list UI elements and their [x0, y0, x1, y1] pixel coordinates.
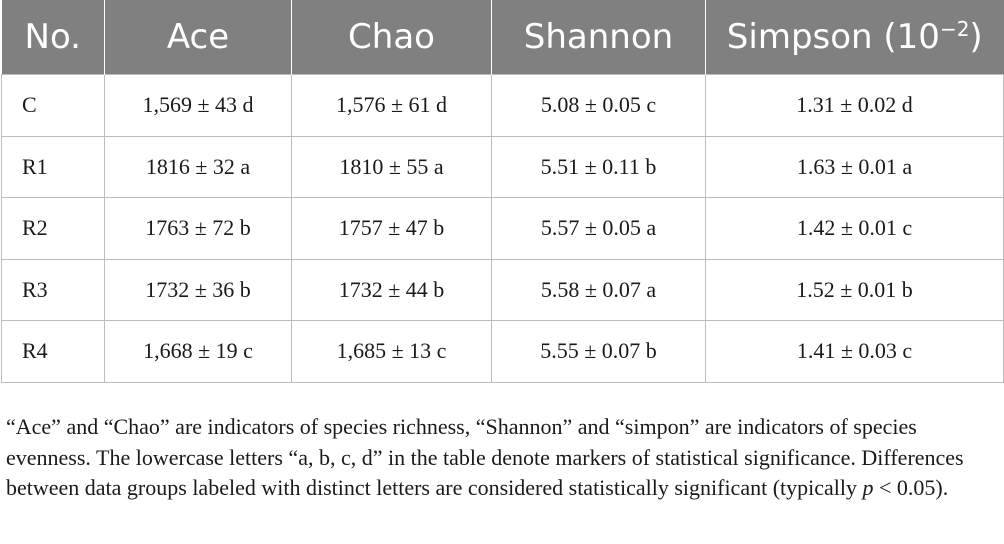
cell-group: C	[1, 74, 105, 137]
cell-chao: 1757 ± 47 b	[291, 197, 492, 260]
cell-ace: 1732 ± 36 b	[104, 258, 292, 321]
header-ace: Ace	[104, 0, 292, 75]
cell-ace: 1,569 ± 43 d	[104, 74, 292, 137]
cell-shannon: 5.51 ± 0.11 b	[491, 135, 706, 198]
header-simpson: Simpson (10−2)	[705, 0, 1004, 75]
table-header-row: No. Ace Chao Shannon Simpson (10−2)	[1, 0, 1004, 75]
cell-simpson: 1.63 ± 0.01 a	[705, 135, 1004, 198]
cell-simpson: 1.42 ± 0.01 c	[705, 197, 1004, 260]
cell-chao: 1,685 ± 13 c	[291, 320, 492, 383]
cell-simpson: 1.41 ± 0.03 c	[705, 320, 1004, 383]
header-no: No.	[1, 0, 105, 75]
table-row: R4 1,668 ± 19 c 1,685 ± 13 c 5.55 ± 0.07…	[1, 320, 1004, 383]
cell-group: R4	[1, 320, 105, 383]
header-chao: Chao	[291, 0, 492, 75]
table-row: R1 1816 ± 32 a 1810 ± 55 a 5.51 ± 0.11 b…	[1, 135, 1004, 198]
header-simpson-close: )	[969, 17, 983, 57]
footnote-text: “Ace” and “Chao” are indicators of speci…	[6, 414, 964, 500]
table-row: C 1,569 ± 43 d 1,576 ± 61 d 5.08 ± 0.05 …	[1, 74, 1004, 137]
cell-ace: 1,668 ± 19 c	[104, 320, 292, 383]
footnote-p-symbol: p	[862, 475, 874, 500]
cell-ace: 1763 ± 72 b	[104, 197, 292, 260]
cell-chao: 1810 ± 55 a	[291, 135, 492, 198]
table-row: R3 1732 ± 36 b 1732 ± 44 b 5.58 ± 0.07 a…	[1, 258, 1004, 321]
cell-shannon: 5.57 ± 0.05 a	[491, 197, 706, 260]
cell-simpson: 1.31 ± 0.02 d	[705, 74, 1004, 137]
data-table: No. Ace Chao Shannon Simpson (10−2) C 1,…	[1, 0, 1004, 383]
cell-chao: 1732 ± 44 b	[291, 258, 492, 321]
cell-shannon: 5.08 ± 0.05 c	[491, 74, 706, 137]
table-footnote: “Ace” and “Chao” are indicators of speci…	[6, 412, 996, 504]
cell-shannon: 5.55 ± 0.07 b	[491, 320, 706, 383]
cell-chao: 1,576 ± 61 d	[291, 74, 492, 137]
footnote-text-end: < 0.05).	[873, 475, 949, 500]
cell-simpson: 1.52 ± 0.01 b	[705, 258, 1004, 321]
cell-group: R1	[1, 135, 105, 198]
cell-shannon: 5.58 ± 0.07 a	[491, 258, 706, 321]
cell-group: R3	[1, 258, 105, 321]
table-row: R2 1763 ± 72 b 1757 ± 47 b 5.57 ± 0.05 a…	[1, 197, 1004, 260]
header-simpson-label: Simpson (10	[726, 17, 940, 57]
data-table-container: No. Ace Chao Shannon Simpson (10−2) C 1,…	[1, 0, 1004, 383]
cell-ace: 1816 ± 32 a	[104, 135, 292, 198]
header-simpson-exponent: −2	[939, 17, 970, 41]
header-shannon: Shannon	[491, 0, 706, 75]
cell-group: R2	[1, 197, 105, 260]
